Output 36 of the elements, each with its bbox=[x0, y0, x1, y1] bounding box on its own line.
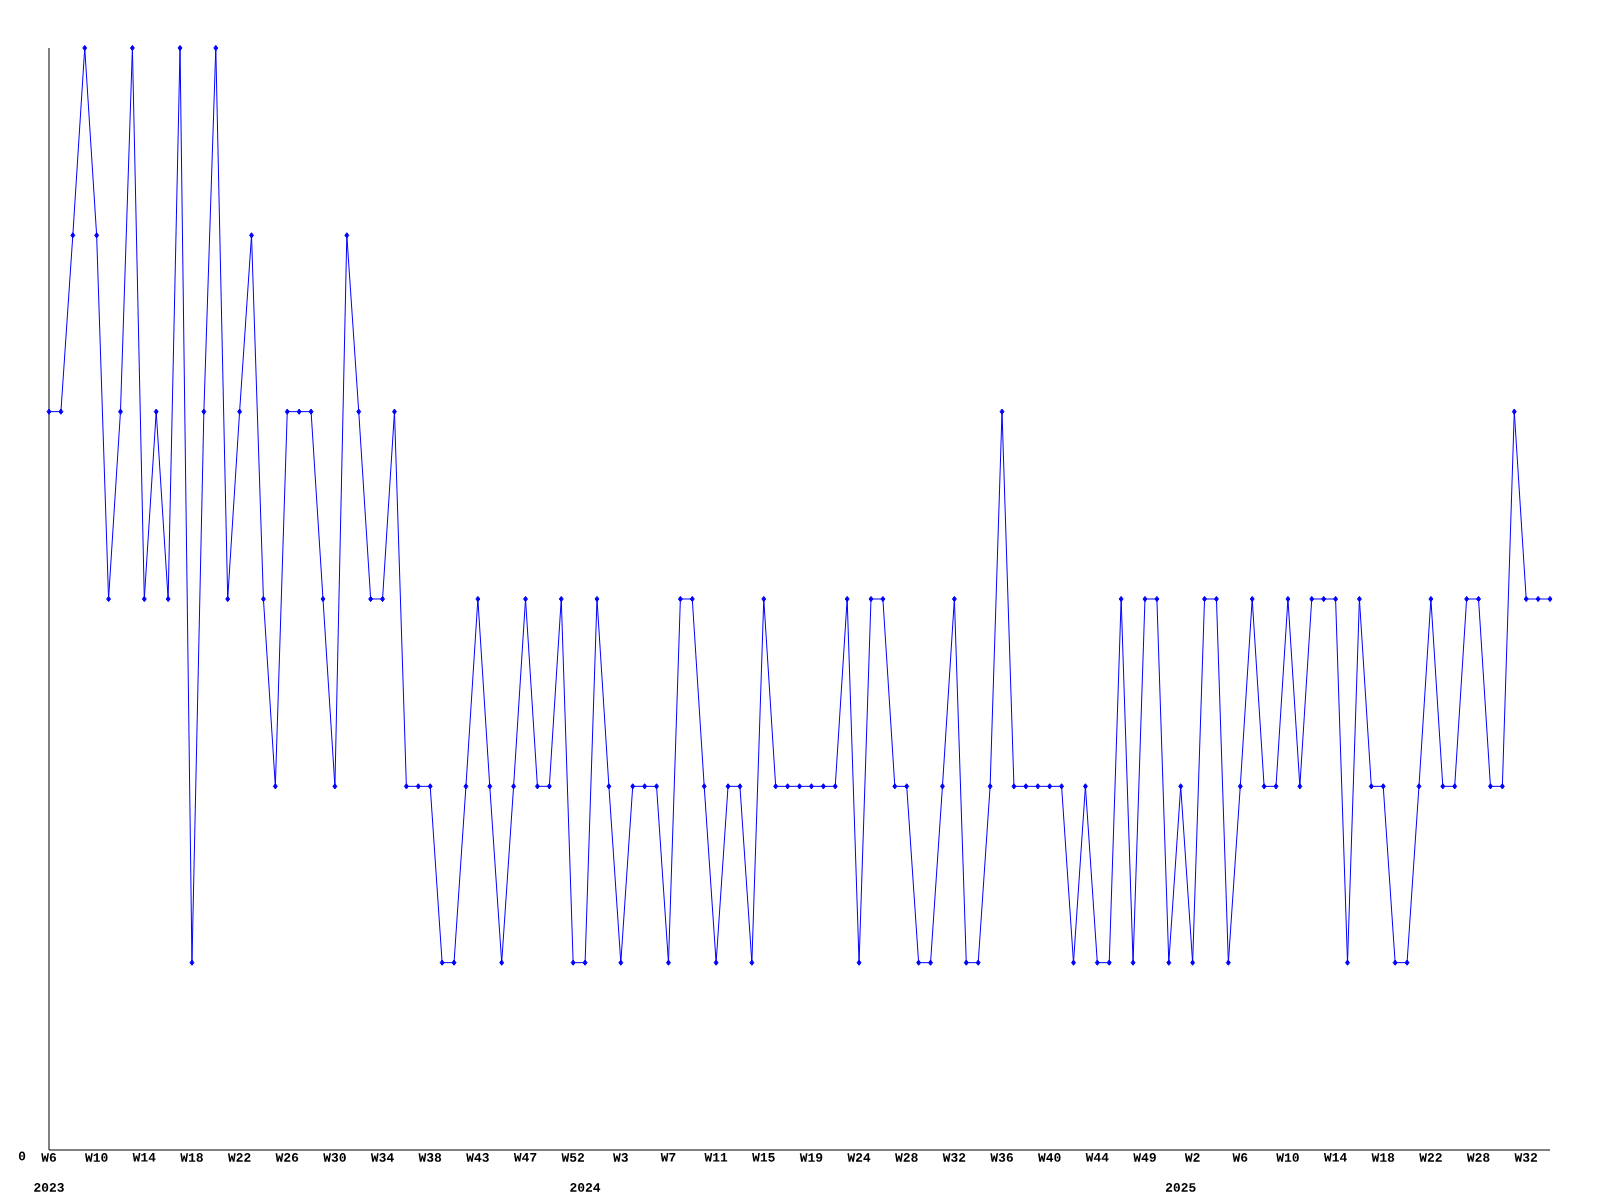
x-tick-label: W22 bbox=[1419, 1153, 1442, 1162]
x-tick-label: W3 bbox=[613, 1153, 628, 1162]
x-tick-label: W43 bbox=[466, 1153, 489, 1162]
x-tick-label: W49 bbox=[1133, 1153, 1156, 1162]
x-tick-label: W11 bbox=[704, 1153, 728, 1162]
text: 2025 bbox=[1165, 1183, 1196, 1192]
x-tick-label: W32 bbox=[942, 1153, 966, 1162]
text: 0 bbox=[18, 1151, 26, 1161]
x-tick-label: W7 bbox=[660, 1153, 676, 1162]
x-tick-label: W44 bbox=[1085, 1153, 1109, 1162]
x-tick-label: W47 bbox=[513, 1153, 537, 1162]
x-tick-label: W28 bbox=[895, 1153, 918, 1162]
x-tick-label: W6 bbox=[41, 1153, 57, 1162]
x-tick-label: W18 bbox=[180, 1153, 203, 1162]
x-tick-label: W34 bbox=[370, 1153, 394, 1162]
x-tick-label: W10 bbox=[84, 1153, 108, 1162]
x-tick-label: W26 bbox=[275, 1153, 299, 1162]
text: 2023 bbox=[34, 1183, 64, 1192]
text: 2024 bbox=[570, 1183, 601, 1192]
x-tick-label: W15 bbox=[752, 1153, 775, 1162]
x-tick-label: W6 bbox=[1232, 1153, 1248, 1162]
x-tick-label: W24 bbox=[847, 1153, 871, 1162]
x-tick-label: W38 bbox=[418, 1153, 442, 1162]
x-tick-label: W10 bbox=[1276, 1153, 1299, 1162]
x-tick-label: W36 bbox=[990, 1153, 1013, 1162]
x-tick-label: W18 bbox=[1371, 1153, 1395, 1162]
x-tick-label: W19 bbox=[799, 1153, 823, 1162]
x-tick-label: W2 bbox=[1184, 1153, 1200, 1162]
x-tick-label: W30 bbox=[323, 1153, 346, 1162]
x-tick-label: W14 bbox=[1323, 1153, 1347, 1162]
x-tick-label: W52 bbox=[561, 1153, 585, 1162]
x-tick-label: W32 bbox=[1514, 1153, 1538, 1162]
x-tick-label: W14 bbox=[132, 1153, 156, 1162]
x-tick-label: W22 bbox=[227, 1153, 251, 1162]
x-tick-label: W28 bbox=[1466, 1153, 1490, 1162]
x-tick-label: W40 bbox=[1038, 1153, 1061, 1162]
